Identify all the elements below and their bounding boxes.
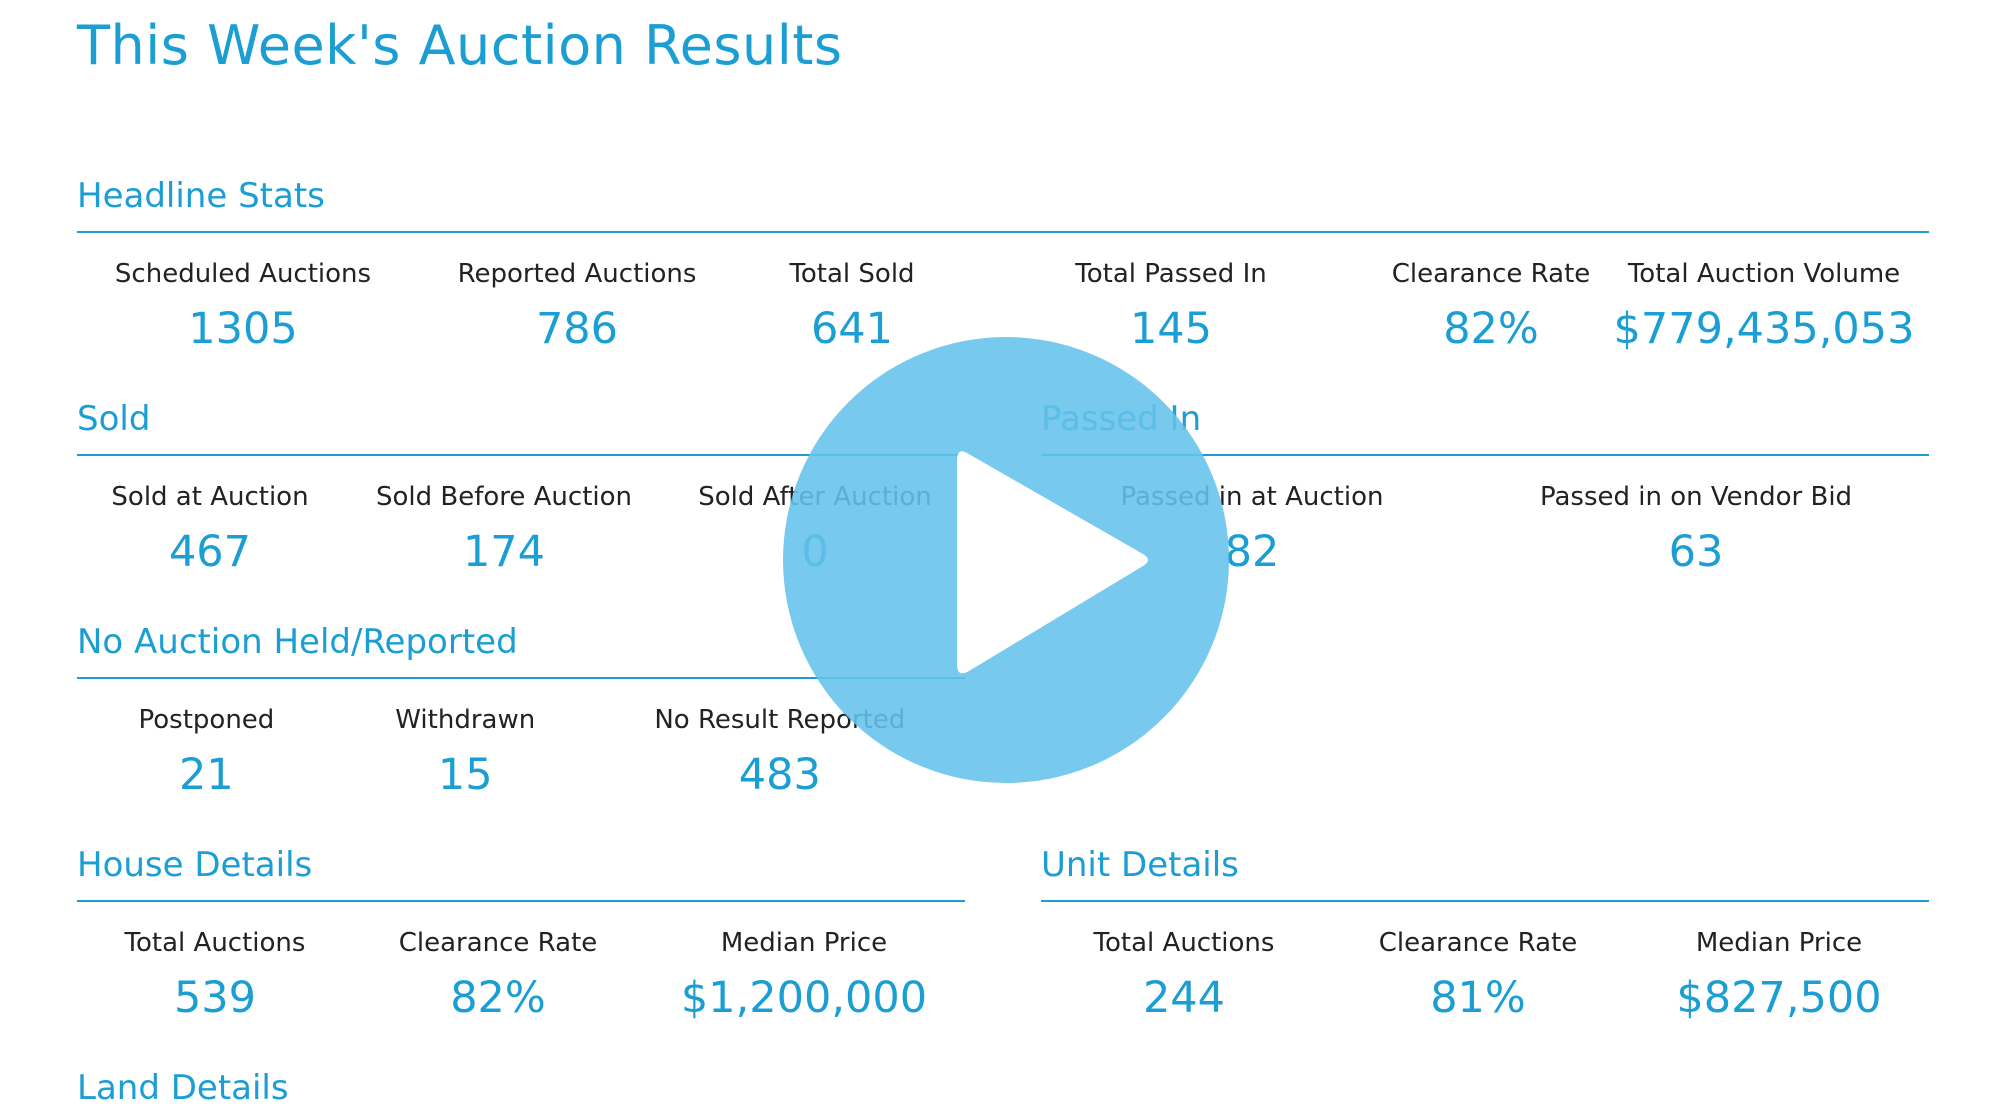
stats-row: Total Auctions 244 Clearance Rate 81% Me…: [1041, 923, 1929, 1027]
section-title: Land Details: [77, 1068, 289, 1108]
stat-label: Median Price: [720, 928, 888, 958]
stat-value: 467: [168, 527, 252, 577]
stat-value: 483: [738, 750, 821, 800]
stat-postponed: Postponed 21: [77, 700, 336, 804]
stat-unit-median-price: Median Price $827,500: [1629, 923, 1929, 1027]
stat-label: Clearance Rate: [398, 928, 598, 958]
stat-house-clearance-rate: Clearance Rate 82%: [353, 923, 643, 1027]
section-title: Unit Details: [1041, 845, 1239, 885]
stat-passed-in-on-vendor-bid: Passed in on Vendor Bid 63: [1463, 477, 1929, 581]
stat-sold-before-auction: Sold Before Auction 174: [343, 477, 665, 581]
stats-row: Total Auctions 539 Clearance Rate 82% Me…: [77, 923, 965, 1027]
stat-value: 539: [173, 973, 257, 1023]
stat-label: Total Auction Volume: [1627, 259, 1901, 289]
section-divider: [77, 677, 965, 679]
land-details-section: Land Details: [77, 1068, 965, 1111]
stat-label: Passed in on Vendor Bid: [1539, 482, 1853, 512]
headline-stats-section: Headline Stats Scheduled Auctions 1305 R…: [77, 176, 1929, 376]
stat-value: 1305: [188, 304, 298, 354]
stat-unit-clearance-rate: Clearance Rate 81%: [1327, 923, 1629, 1027]
stat-house-total-auctions: Total Auctions 539: [77, 923, 353, 1027]
stat-label: Clearance Rate: [1391, 259, 1591, 289]
stat-label: Total Auctions: [1093, 928, 1275, 958]
stat-value: 786: [535, 304, 619, 354]
stat-value: 174: [462, 527, 546, 577]
house-details-section: House Details Total Auctions 539 Clearan…: [77, 845, 965, 1045]
page-title: This Week's Auction Results: [77, 14, 843, 77]
stat-value: 244: [1142, 973, 1226, 1023]
stat-value: 63: [1668, 527, 1724, 577]
unit-details-section: Unit Details Total Auctions 244 Clearanc…: [1041, 845, 1929, 1045]
stat-value: 82%: [450, 973, 546, 1023]
stat-label: Postponed: [138, 705, 275, 735]
stat-value: 21: [179, 750, 234, 800]
section-title: No Auction Held/Reported: [77, 622, 518, 662]
stat-label: Clearance Rate: [1378, 928, 1578, 958]
stat-value: 15: [437, 750, 493, 800]
section-title: House Details: [77, 845, 313, 885]
no-auction-section: No Auction Held/Reported Postponed 21 Wi…: [77, 622, 965, 822]
stat-total-auction-volume: Total Auction Volume $779,435,053: [1599, 254, 1929, 358]
stat-total-sold: Total Sold 641: [745, 254, 959, 358]
stats-row: Scheduled Auctions 1305 Reported Auction…: [77, 254, 1929, 358]
section-divider: [77, 454, 965, 456]
stat-label: Median Price: [1695, 928, 1863, 958]
stat-clearance-rate: Clearance Rate 82%: [1383, 254, 1599, 358]
section-divider: [77, 231, 1929, 233]
section-divider: [77, 900, 965, 902]
play-icon: [957, 451, 1148, 674]
stat-label: Scheduled Auctions: [114, 259, 372, 289]
stat-label: Reported Auctions: [457, 259, 697, 289]
stat-value: 641: [810, 304, 894, 354]
stat-scheduled-auctions: Scheduled Auctions 1305: [77, 254, 409, 358]
stat-label: Total Sold: [789, 259, 915, 289]
stat-label: Sold Before Auction: [375, 482, 633, 512]
stat-value: $779,435,053: [1613, 304, 1915, 354]
stat-value: $1,200,000: [680, 973, 928, 1023]
stat-house-median-price: Median Price $1,200,000: [643, 923, 965, 1027]
stat-label: Total Auctions: [124, 928, 306, 958]
stat-reported-auctions: Reported Auctions 786: [409, 254, 745, 358]
stat-total-passed-in: Total Passed In 145: [959, 254, 1383, 358]
stat-label: Total Passed In: [1075, 259, 1267, 289]
stat-value: 82: [1224, 527, 1280, 577]
stat-unit-total-auctions: Total Auctions 244: [1041, 923, 1327, 1027]
stat-label: Withdrawn: [395, 705, 536, 735]
stat-value: $827,500: [1676, 973, 1882, 1023]
section-divider: [1041, 454, 1929, 456]
section-title: Headline Stats: [77, 176, 325, 216]
stat-sold-at-auction: Sold at Auction 467: [77, 477, 343, 581]
video-play-button[interactable]: [783, 337, 1229, 783]
section-title: Sold: [77, 399, 151, 439]
stat-label: Sold at Auction: [111, 482, 309, 512]
stat-value: 145: [1129, 304, 1213, 354]
section-divider: [1041, 900, 1929, 902]
stat-value: 81%: [1430, 973, 1526, 1023]
stat-value: 82%: [1443, 304, 1539, 354]
stat-withdrawn: Withdrawn 15: [336, 700, 595, 804]
